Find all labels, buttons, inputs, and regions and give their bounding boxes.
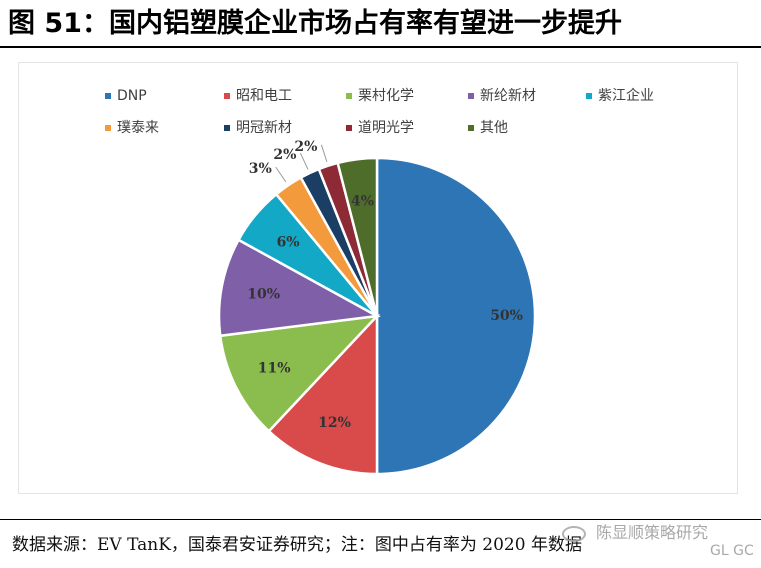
data-label-2: 12% bbox=[318, 415, 351, 431]
source-rule bbox=[0, 519, 761, 520]
legend-item-3: 栗村化学 bbox=[346, 88, 414, 104]
legend-label-3: 栗村化学 bbox=[358, 88, 414, 104]
data-label-3: 11% bbox=[258, 360, 291, 376]
pie-slice-4 bbox=[217, 238, 381, 338]
legend-swatch-1 bbox=[105, 93, 111, 99]
legend-label-8: 道明光学 bbox=[358, 120, 414, 136]
legend-label-4: 新纶新材 bbox=[480, 88, 536, 104]
data-label-6: 3% bbox=[249, 161, 272, 177]
legend-swatch-7 bbox=[224, 125, 230, 131]
legend-swatch-2 bbox=[224, 93, 230, 99]
leader-line-8 bbox=[320, 144, 328, 163]
legend-item-9: 其他 bbox=[468, 120, 508, 136]
leader-line-7 bbox=[299, 152, 309, 170]
chart-frame bbox=[18, 62, 738, 494]
legend-label-9: 其他 bbox=[480, 120, 508, 136]
pie-slice-3 bbox=[218, 314, 381, 433]
legend-label-2: 昭和电工 bbox=[236, 88, 292, 104]
legend-swatch-4 bbox=[468, 93, 474, 99]
source-note: 数据来源：EV TanK，国泰君安证券研究；注：图中占有率为 2020 年数据 bbox=[12, 535, 582, 555]
legend-item-2: 昭和电工 bbox=[224, 88, 292, 104]
legend-item-8: 道明光学 bbox=[346, 120, 414, 136]
data-label-9: 4% bbox=[351, 194, 374, 210]
legend-label-5: 紫江企业 bbox=[598, 87, 654, 104]
legend-swatch-3 bbox=[346, 93, 352, 99]
legend-label-6: 璞泰来 bbox=[117, 120, 159, 136]
leader-line-6 bbox=[275, 166, 287, 183]
pie-slice-2 bbox=[267, 312, 379, 476]
pie-slice-9 bbox=[336, 156, 379, 317]
data-label-5: 6% bbox=[277, 235, 300, 251]
legend-swatch-5 bbox=[586, 93, 592, 99]
legend-item-1: DNP bbox=[105, 88, 147, 104]
legend-item-5: 紫江企业 bbox=[586, 87, 654, 104]
data-label-8: 2% bbox=[294, 139, 317, 155]
data-label-4: 10% bbox=[247, 286, 280, 302]
title-rule bbox=[0, 46, 761, 48]
data-label-7: 2% bbox=[273, 147, 296, 163]
legend-label-7: 明冠新材 bbox=[236, 120, 292, 136]
legend-item-7: 明冠新材 bbox=[224, 120, 292, 136]
legend-swatch-8 bbox=[346, 125, 352, 131]
data-label-1: 50% bbox=[490, 308, 523, 324]
legend-swatch-6 bbox=[105, 125, 111, 131]
legend-item-4: 新纶新材 bbox=[468, 88, 536, 104]
legend-label-1: DNP bbox=[117, 88, 147, 104]
legend-swatch-9 bbox=[468, 125, 474, 131]
legend-item-6: 璞泰来 bbox=[105, 120, 159, 136]
pie-slice-1 bbox=[375, 156, 537, 476]
figure-title: 图 51：国内铝塑膜企业市场占有率有望进一步提升 bbox=[8, 8, 622, 39]
